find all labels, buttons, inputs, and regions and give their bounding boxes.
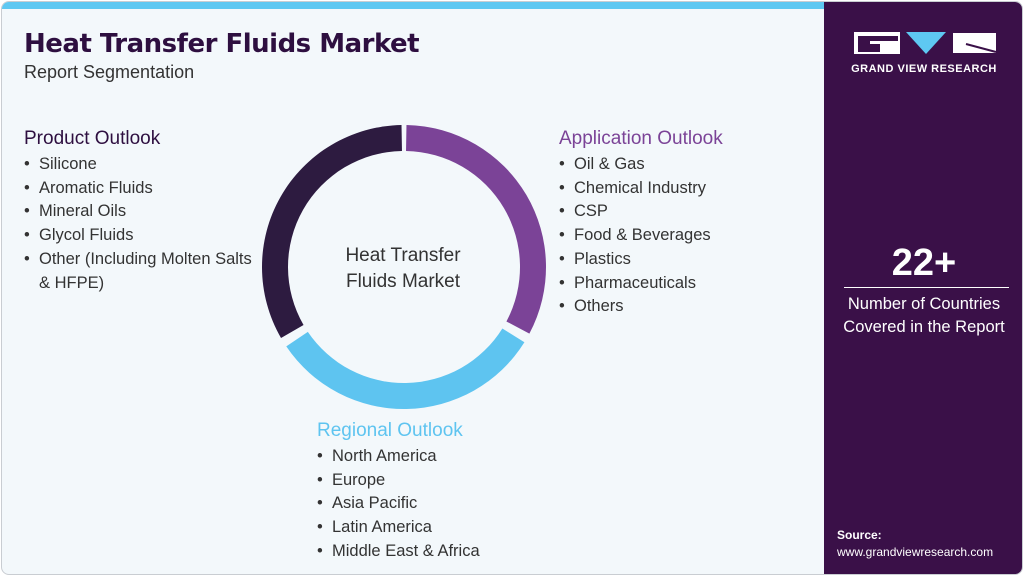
application-outlook: Application Outlook Oil & GasChemical In… xyxy=(559,128,809,319)
product-item: Glycol Fluids xyxy=(24,224,254,248)
donut-segment-regional xyxy=(286,328,525,409)
stat-label-line-2: Covered in the Report xyxy=(843,318,1005,336)
application-outlook-title: Application Outlook xyxy=(559,128,723,149)
application-item: Plastics xyxy=(559,248,809,272)
source-label: Source: xyxy=(837,528,882,542)
application-item: Chemical Industry xyxy=(559,177,809,201)
sidebar xyxy=(824,2,1022,574)
regional-item: Asia Pacific xyxy=(317,492,567,516)
segmentation-donut xyxy=(262,125,546,409)
application-item: Others xyxy=(559,295,809,319)
divider xyxy=(844,287,1009,288)
product-item: Other (Including Molten Salts & HFPE) xyxy=(24,248,254,295)
regional-item: Middle East & Africa xyxy=(317,540,567,564)
stat-value: 22+ xyxy=(891,242,957,284)
brand-name: GRAND VIEW RESEARCH xyxy=(851,63,997,75)
product-item: Aromatic Fluids xyxy=(24,177,254,201)
regional-item: Latin America xyxy=(317,516,567,540)
regional-outlook: Regional Outlook North AmericaEuropeAsia… xyxy=(317,420,567,564)
regional-item: North America xyxy=(317,445,567,469)
center-line-2: Fluids Market xyxy=(345,271,461,292)
source: Source: www.grandviewresearch.com xyxy=(837,527,993,561)
regional-item: Europe xyxy=(317,469,567,493)
product-outlook: Product Outlook SiliconeAromatic FluidsM… xyxy=(24,128,254,295)
grand-view-research-logo xyxy=(854,31,997,55)
product-item: Silicone xyxy=(24,153,254,177)
application-item: Food & Beverages xyxy=(559,224,809,248)
regional-outlook-title: Regional Outlook xyxy=(317,420,463,441)
product-item: Mineral Oils xyxy=(24,200,254,224)
stat-label: Number of Countries Covered in the Repor… xyxy=(824,293,1022,339)
donut-segment-application xyxy=(406,125,546,334)
donut-center-label: Heat Transfer Fluids Market xyxy=(303,243,503,295)
application-item: Pharmaceuticals xyxy=(559,272,809,296)
center-line-1: Heat Transfer xyxy=(345,245,461,266)
product-outlook-title: Product Outlook xyxy=(24,128,161,149)
source-url[interactable]: www.grandviewresearch.com xyxy=(837,545,994,559)
donut-segment-product xyxy=(262,125,402,338)
top-accent-bar xyxy=(2,2,824,9)
page-subtitle: Report Segmentation xyxy=(24,62,195,82)
page-title: Heat Transfer Fluids Market xyxy=(24,29,420,59)
application-item: Oil & Gas xyxy=(559,153,809,177)
application-item: CSP xyxy=(559,200,809,224)
stat-label-line-1: Number of Countries xyxy=(847,295,1001,313)
